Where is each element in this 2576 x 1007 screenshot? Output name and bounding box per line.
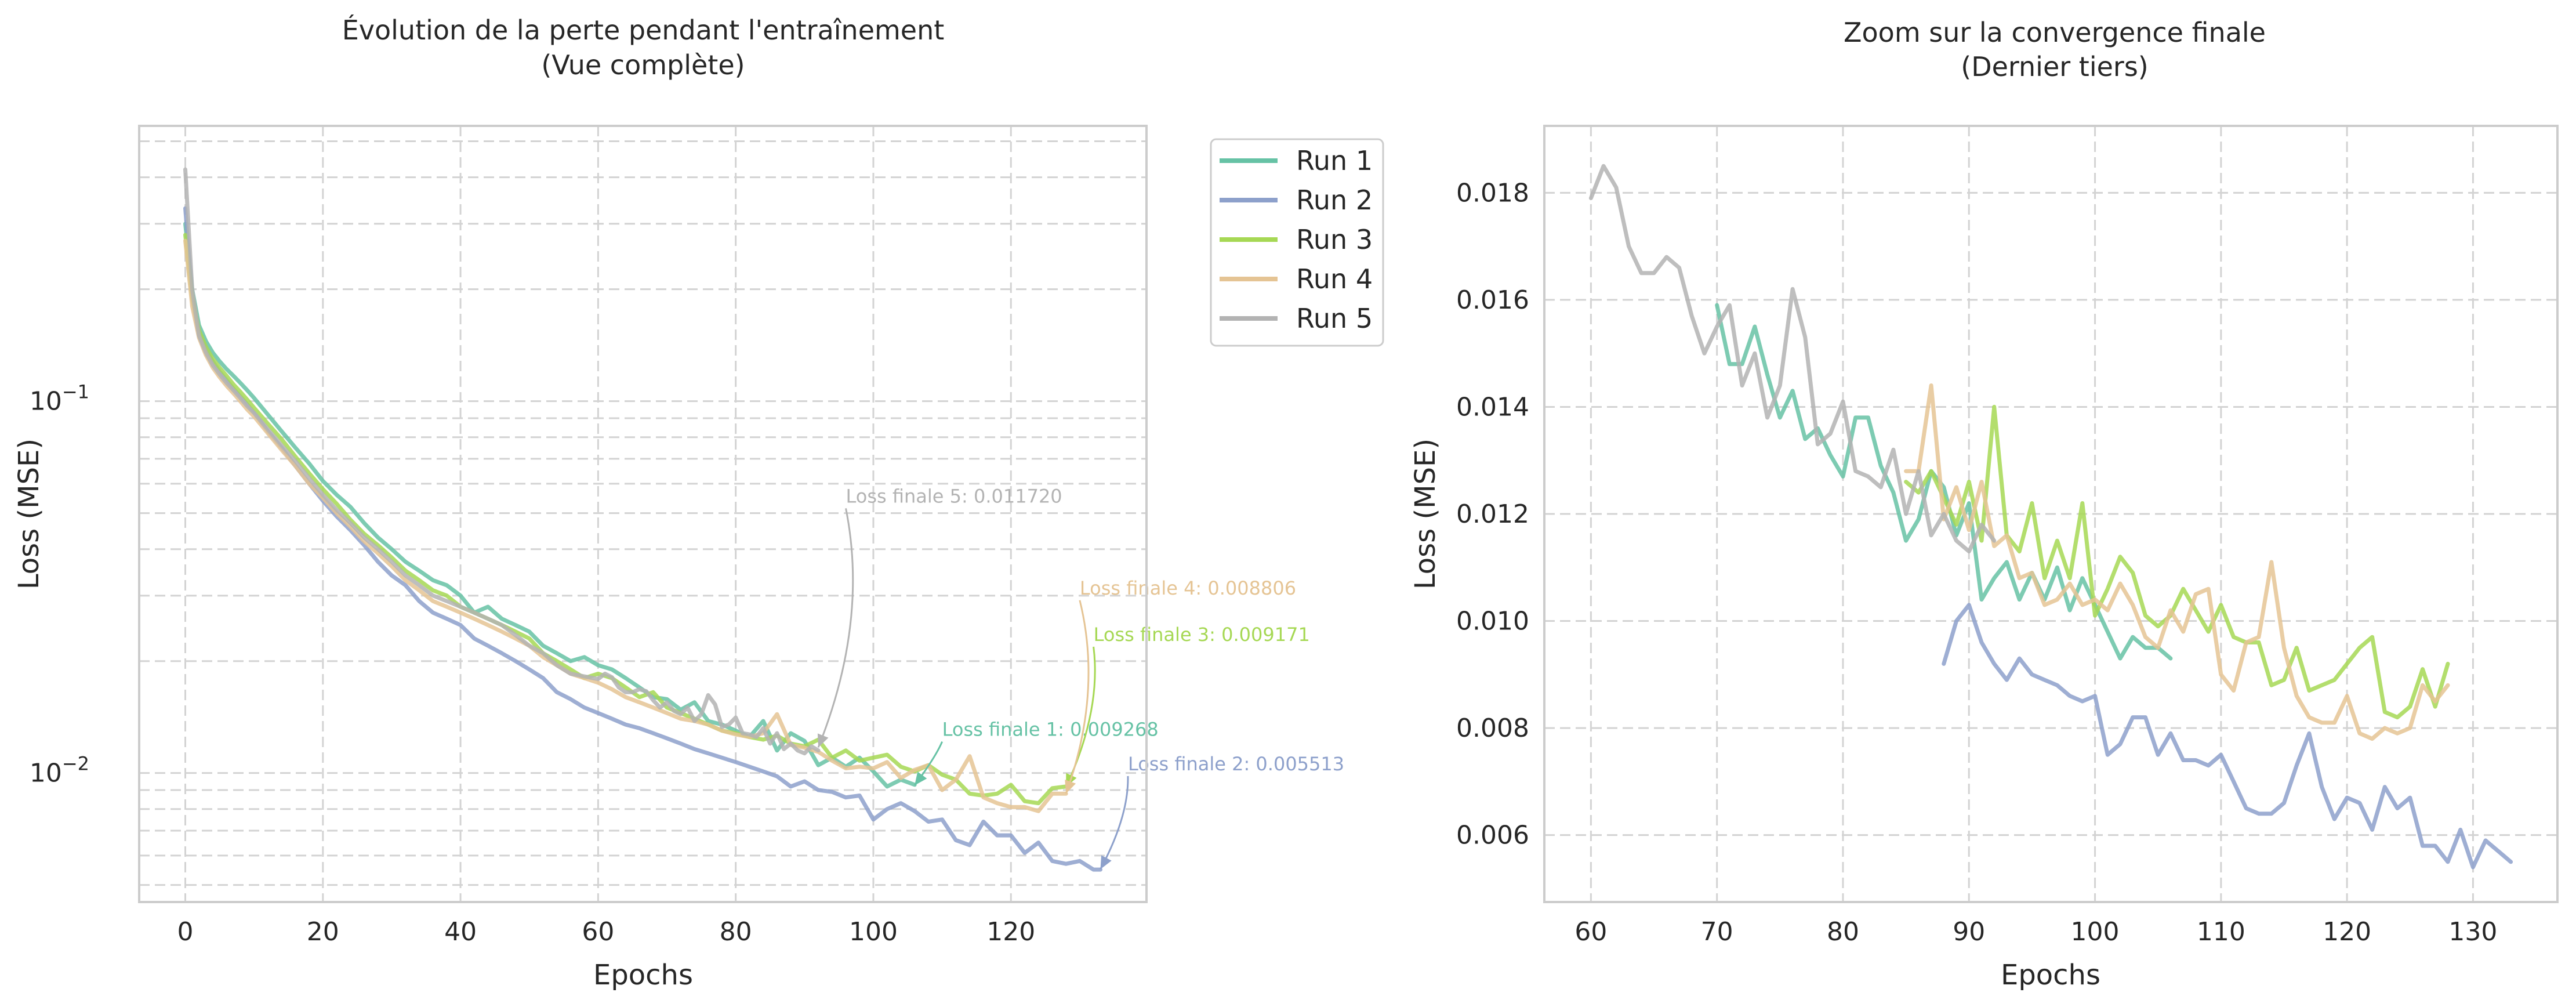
annotation-label: Loss finale 1: 0.009268 <box>942 719 1159 741</box>
series-line-run-4 <box>1904 383 2450 741</box>
x-tick-label: 100 <box>2071 917 2120 947</box>
legend-frame <box>1210 138 1384 347</box>
series-line-run-2 <box>1942 603 2513 870</box>
chart-title: Zoom sur la convergence finale <box>1844 17 2266 48</box>
annotation-arrowhead <box>1100 855 1112 870</box>
annotations: Loss finale 1: 0.009268 Loss finale 2: 0.… <box>817 485 1344 870</box>
legend-label: Run 1 <box>1296 145 1373 176</box>
grid <box>1544 126 2557 902</box>
x-tick-label: 60 <box>582 917 614 947</box>
annotation-arrowhead <box>1065 779 1076 794</box>
x-tick-label: 80 <box>1827 917 1859 947</box>
chart-zoom-view: Zoom sur la convergence finale (Dernier … <box>1409 17 2559 991</box>
chart-subtitle: (Dernier tiers) <box>1961 51 2148 82</box>
plot-frame <box>1543 125 2559 903</box>
legend-item: Run 1 <box>1220 145 1373 176</box>
legend-item: Run 2 <box>1220 184 1373 216</box>
y-axis: 0.006 0.008 0.010 0.012 0.014 0.016 0.018 <box>1456 178 1529 850</box>
series-group <box>1588 164 2513 870</box>
annotation-arrow <box>1100 776 1129 870</box>
series-line-run-3 <box>1904 404 2450 720</box>
y-axis-label: Loss (MSE) <box>1409 439 1442 589</box>
y-tick-label: 10−1 <box>30 381 89 416</box>
x-tick-label: 90 <box>1953 917 1985 947</box>
series-line-run-4 <box>183 238 1068 813</box>
x-tick-label: 40 <box>444 917 477 947</box>
legend-label: Run 2 <box>1296 184 1373 216</box>
y-tick-label: 0.012 <box>1456 499 1529 529</box>
y-axis-label: Loss (MSE) <box>13 439 45 589</box>
x-tick-label: 110 <box>2197 917 2245 947</box>
chart-subtitle: (Vue complète) <box>541 49 745 81</box>
y-tick-label: 0.018 <box>1456 178 1529 208</box>
y-tick-label: 0.006 <box>1456 821 1529 850</box>
annotation-label: Loss finale 5: 0.011720 <box>846 485 1062 507</box>
legend-item: Run 5 <box>1220 303 1373 334</box>
y-tick-label: 0.008 <box>1456 713 1529 743</box>
annotation-arrow <box>1065 600 1090 794</box>
chart-full-view: Évolution de la perte pendant l'entraîne… <box>13 15 1384 991</box>
x-tick-label: 130 <box>2448 917 2497 947</box>
y-axis: 10−1 10−2 <box>30 381 89 788</box>
legend-label: Run 5 <box>1296 303 1373 334</box>
annotation-label: Loss finale 4: 0.008806 <box>1080 577 1296 599</box>
annotation-arrowhead <box>817 733 829 748</box>
y-tick-label: 0.016 <box>1456 285 1529 315</box>
legend: Run 1 Run 2 Run 3 Run 4 Run 5 <box>1210 138 1384 347</box>
x-tick-label: 0 <box>177 917 193 947</box>
x-axis-label: Epochs <box>2001 959 2100 991</box>
series-line-run-5 <box>1588 164 1997 554</box>
legend-item: Run 4 <box>1220 263 1373 295</box>
x-axis: 0 20 40 60 80 100 120 <box>177 917 1035 947</box>
y-tick-label: 10−2 <box>30 753 89 788</box>
x-tick-label: 100 <box>849 917 898 947</box>
legend-item: Run 3 <box>1220 224 1373 255</box>
plot-frame <box>138 125 1148 903</box>
x-tick-label: 20 <box>307 917 339 947</box>
y-tick-label: 0.010 <box>1456 607 1529 636</box>
chart-title: Évolution de la perte pendant l'entraîne… <box>342 15 945 46</box>
annotation-label: Loss finale 3: 0.009171 <box>1094 624 1310 646</box>
annotation-label: Loss finale 2: 0.005513 <box>1128 753 1344 775</box>
series-line-run-5 <box>183 167 821 756</box>
annotation-arrow <box>817 508 854 748</box>
x-tick-label: 120 <box>2323 917 2371 947</box>
x-tick-label: 60 <box>1574 917 1607 947</box>
y-tick-label: 0.014 <box>1456 392 1529 422</box>
x-axis-label: Epochs <box>593 959 693 991</box>
legend-label: Run 4 <box>1296 263 1373 295</box>
x-axis: 60 70 80 90 100 110 120 130 <box>1574 917 2497 947</box>
x-tick-label: 70 <box>1701 917 1733 947</box>
series-group <box>183 167 1102 872</box>
x-tick-label: 120 <box>986 917 1035 947</box>
legend-label: Run 3 <box>1296 224 1373 255</box>
grid <box>139 126 1146 902</box>
annotation-arrowhead <box>915 771 927 785</box>
x-tick-label: 80 <box>720 917 752 947</box>
